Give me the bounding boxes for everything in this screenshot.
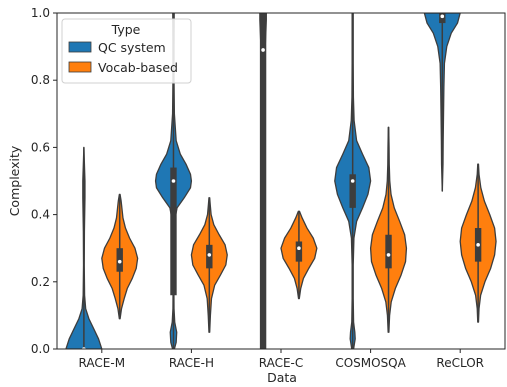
median-qc-system-race-h [171, 179, 176, 183]
violin-group [65, 13, 497, 349]
median-qc-system-reclor [440, 14, 445, 19]
x-axis-label: Data [267, 370, 297, 385]
legend-swatch-vocab-based [68, 61, 92, 73]
legend-entry-vocab-based: Vocab-based [98, 60, 178, 75]
box-qc-system-race-h [170, 167, 177, 296]
legend-frame [61, 18, 192, 84]
median-vocab-based-cosmosqa [386, 253, 391, 257]
legend-entry-qc-system: QC system [98, 40, 166, 55]
legend-title: Type [111, 22, 141, 37]
y-tick-label: 0.6 [31, 140, 50, 154]
y-axis-label: Complexity [7, 145, 22, 216]
median-vocab-based-race-m [117, 259, 122, 264]
x-tick-label: RACE-M [79, 356, 126, 370]
box-qc-system-race-c [259, 13, 267, 349]
median-qc-system-cosmosqa [350, 179, 355, 183]
box-qc-system-cosmosqa [349, 174, 356, 208]
axes: 0.0 0.2 0.4 0.6 0.8 1.0 RACE-M RACE-H RACE-C COSM… [31, 6, 506, 370]
median-vocab-based-race-c [297, 246, 301, 250]
y-tick-label: 0.4 [31, 208, 50, 222]
y-tick-label: 0.0 [31, 342, 50, 356]
legend: Type QC system Vocab-based [61, 18, 192, 84]
median-vocab-based-race-h [207, 253, 212, 257]
box-vocab-based-race-c [295, 241, 303, 262]
legend-swatch-qc-system [68, 41, 92, 53]
median-vocab-based-reclor [476, 243, 480, 247]
x-tick-label: RACE-C [259, 356, 304, 370]
x-tick-label: RACE-H [169, 356, 214, 370]
median-qc-system-race-c [261, 48, 265, 52]
y-tick-label: 1.0 [31, 6, 50, 20]
x-tick-label: ReCLOR [436, 356, 484, 370]
x-tick-label: COSMOSQA [335, 356, 406, 370]
box-vocab-based-cosmosqa [385, 234, 392, 269]
y-tick-label: 0.8 [31, 73, 50, 87]
y-tick-label: 0.2 [31, 275, 50, 289]
plot-area [65, 13, 497, 349]
